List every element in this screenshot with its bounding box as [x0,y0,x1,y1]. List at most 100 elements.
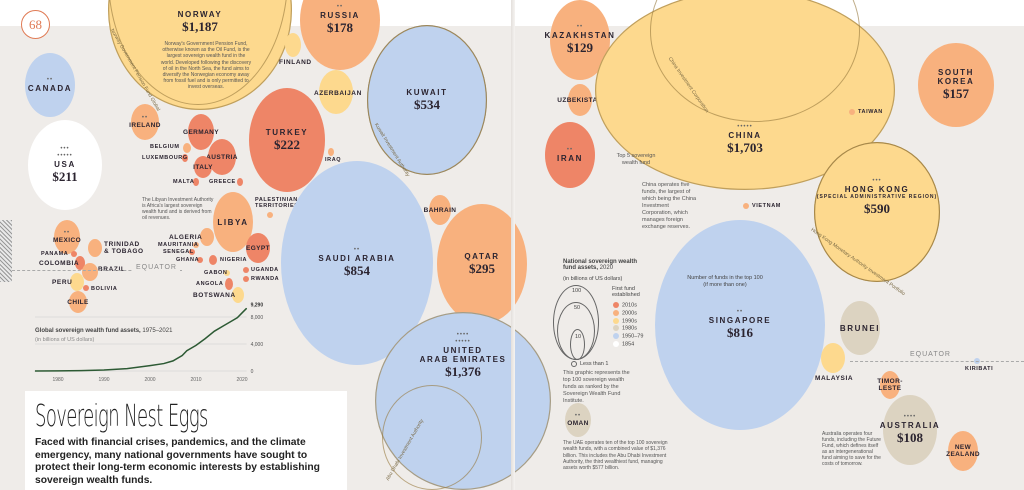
bubble-taiwan [849,109,855,115]
country-label: TRINIDAD & TOBAGO [104,241,144,255]
largest-fund-outline-hongkong [814,142,940,282]
bubble-bahrain: BAHRAIN [424,195,456,225]
data-point [103,369,105,371]
legend-size-label: 10 [575,334,582,340]
fund-count-dots: •• [141,115,149,121]
country-label: GABON [204,270,228,276]
country-name: CANADA [27,84,73,93]
country-name: SOUTH KOREA [937,68,975,86]
legend-era-label: 2000s [622,310,637,317]
bubble-gabon [224,270,230,276]
bubble-austria: AUSTRIA [206,139,238,175]
legend-era-item: 1980s [613,325,643,332]
country-label: BELGIUM [150,144,180,150]
series-line [34,307,248,372]
fund-count-dots: •• [576,24,584,30]
data-point [172,360,174,362]
fund-value: $854 [344,263,370,278]
country-label: KIRIBATI [965,366,994,372]
country-name: TURKEY [265,127,309,137]
equator-label: EQUATOR [910,351,951,358]
bubble-ireland: •• IRELAND [129,104,160,140]
x-tick-label: 1990 [98,377,109,383]
country-name: USA [54,159,76,169]
country-label: VIETNAM [752,203,781,209]
bubble-luxembourg [182,154,188,162]
bubble-iraq [328,148,334,156]
country-name: AUSTRIA [206,153,238,161]
data-point [246,307,247,309]
data-point [214,330,215,332]
legend-era-item: 2010s [613,302,643,308]
bubble-nigeria [209,255,217,265]
fund-value: $129 [567,40,593,55]
country-name: BRUNEI [839,323,881,333]
country-label: NIGERIA [220,257,248,263]
legend-year: 2020 [598,265,614,271]
y-tick-label: 4,000 [251,342,264,348]
bubble-singapore: •• SINGAPORE $816 [655,220,825,430]
legend-tiny-circle [571,361,577,367]
bubble-germany: GERMANY [183,114,219,150]
fund-count-dots: •• [336,4,344,10]
country-label: PERU [52,279,73,286]
x-tick-label: 2010 [190,377,201,383]
chart-title-years: 1975–2021 [140,328,173,334]
fund-count-dots: •• [63,230,71,236]
legend-era-item: 1854 [613,340,643,348]
x-tick-label: 1980 [52,377,63,383]
country-name: ITALY [193,163,213,171]
legend-less-label: Less than 1 [580,361,609,368]
country-label: COLOMBIA [39,260,80,267]
legend-era-item: 1950–79 [613,333,643,339]
china-note: China operates five funds, the largest o… [642,182,697,230]
bubble-usa: ••• ••••• USA $211 [28,120,102,210]
country-label: MALAYSIA [815,375,854,382]
bubble-kazakhstan: •• KAZAKHSTAN $129 [545,0,614,80]
fund-count-dots: •• [736,309,744,315]
country-label: MALTA [173,179,195,185]
data-point [237,317,238,318]
country-name: RUSSIA [320,11,360,20]
page-subtitle: Faced with financial crises, pandemics, … [35,437,320,486]
legend-era-swatch [613,325,619,332]
data-point [241,312,243,314]
legend-era-label: 1854 [622,341,635,348]
end-value-label: 9,290 [251,302,264,308]
legend-title-text: National sovereign wealth fund assets, [563,259,638,271]
bubble-brazil [82,263,98,281]
bubble-finland [285,33,301,57]
bubble-malta [193,178,199,186]
bubble-skorea: SOUTH KOREA $157 [918,43,994,127]
x-tick-label: 2000 [144,377,155,383]
country-label: LUXEMBOURG [142,155,188,161]
bubble-rwanda [243,276,249,282]
bubble-turkey: TURKEY $222 [249,88,325,192]
fund-value: $108 [897,430,923,445]
data-point [57,370,59,372]
data-point [204,338,206,339]
country-label: UGANDA [251,267,279,273]
libya-note: The Libyan Investment Authority is Afric… [142,197,214,221]
bubble-panama [71,251,77,257]
australia-note: Australia operates four funds, including… [822,431,881,467]
fund-count-dots: •• [353,247,361,253]
data-point [223,325,224,327]
legend-size-10 [570,329,585,360]
legend-size-label: 50 [574,305,581,311]
bubble-canada: •• CANADA [25,53,75,117]
fund-value: $222 [274,136,300,152]
legend-era-swatch [613,302,619,308]
fund-value: $1,703 [727,140,763,155]
ranking-note: This graphic represents the top 100 sove… [563,370,630,404]
legend-era-title: First fund established [612,286,640,298]
title-box: Sovereign Nest Eggs Faced with financial… [25,391,347,490]
country-label: BRAZIL [98,266,126,273]
country-name: CHINA [728,131,762,140]
country-label: RWANDA [251,276,280,282]
bubble-colombia [75,256,85,270]
legend-era-label: 1980s [622,325,637,332]
fund-count-dots: •••• [903,414,917,420]
global-assets-line-chart: 0 4,000 8,000 1980 1990 2000 2010 2020 9,290 [34,302,264,383]
equator-line [850,361,1024,362]
